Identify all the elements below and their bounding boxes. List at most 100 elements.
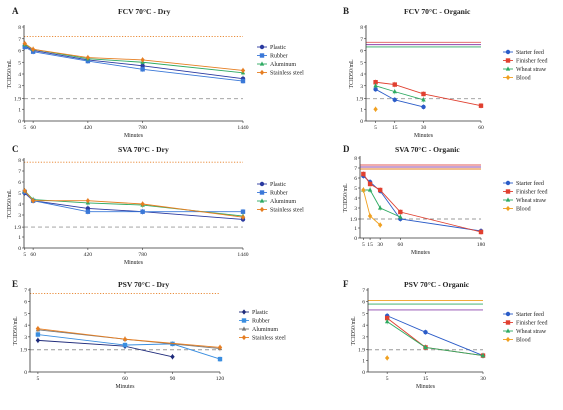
x-tick-label: 1440: [237, 125, 248, 131]
legend-entry: Stainless steel: [270, 71, 304, 77]
legend-marker: [259, 206, 265, 213]
y-tick-label: 5: [18, 60, 21, 66]
legend-marker: [505, 197, 511, 202]
series-stainless-steel: [35, 325, 223, 351]
legend-marker: [259, 44, 265, 50]
legend-entry: Starter feed: [516, 49, 544, 56]
y-tick-label: 1.9: [356, 97, 363, 103]
legend-entry: Wheat straw: [516, 67, 547, 73]
x-axis-label: Minutes: [416, 384, 436, 390]
x-tick-label: 60: [30, 252, 36, 258]
x-tick-label: 780: [138, 252, 147, 258]
series-plastic: [22, 190, 246, 223]
x-tick-label: 780: [138, 125, 147, 131]
y-tick-label: 0: [18, 119, 21, 125]
data-point: [377, 187, 383, 193]
legend-marker: [505, 49, 511, 55]
data-point: [217, 344, 223, 350]
x-tick-label: 15: [392, 125, 398, 131]
data-point: [421, 97, 426, 102]
data-point: [85, 54, 91, 61]
x-axis-label: Minutes: [124, 133, 144, 139]
data-point: [240, 214, 246, 220]
x-tick-label: 5: [362, 242, 365, 248]
y-tick-label: 6: [24, 300, 27, 306]
panel-title: SVA 70°C - Organic: [395, 145, 460, 154]
y-tick-label: 0: [362, 370, 365, 376]
legend-entry: Rubber: [270, 54, 288, 60]
legend-entry: Rubber: [252, 319, 270, 325]
data-point: [367, 181, 373, 187]
y-axis-label: TCID50/mL: [349, 59, 355, 88]
y-tick-label: 1: [360, 107, 363, 113]
series-line: [24, 43, 244, 71]
y-tick-label: 7: [18, 169, 21, 175]
y-tick-label: 3: [360, 84, 363, 90]
y-tick-label: 3: [354, 206, 357, 212]
x-tick-label: 5: [23, 252, 26, 258]
y-tick-label: 4: [18, 72, 21, 78]
data-point: [361, 187, 366, 193]
y-tick-label: 6: [18, 180, 21, 186]
y-tick-label: 3: [362, 335, 365, 341]
x-axis-label: Minutes: [115, 384, 135, 390]
data-point: [140, 201, 145, 207]
data-point: [384, 319, 390, 324]
series-line: [386, 315, 484, 357]
data-point: [367, 213, 373, 219]
y-axis-label: TCID50/mL: [343, 183, 349, 212]
x-tick-label: 5: [374, 125, 377, 131]
legend-marker: [241, 334, 247, 341]
series-line: [386, 321, 484, 357]
y-tick-label: 1.9: [14, 225, 21, 231]
panel-b: B FCV 70°C - Organic 0 1 1.9 3 4 5 6 7 8 5 15 30 60 Min…: [343, 6, 548, 139]
x-tick-label: 1440: [237, 252, 248, 258]
y-tick-label: 1: [18, 235, 21, 241]
x-tick-label: 15: [423, 376, 429, 382]
data-point: [361, 171, 366, 177]
y-tick-label: 5: [354, 186, 357, 192]
series-stainless-steel: [22, 188, 246, 220]
legend-entry: Aluminum: [252, 327, 278, 333]
x-tick-label: 90: [170, 376, 176, 382]
legend-marker: [259, 53, 265, 58]
x-tick-label: 420: [84, 125, 93, 131]
series-finisher-feed: [384, 315, 486, 359]
y-tick-label: 6: [18, 49, 21, 55]
y-tick-label: 1: [362, 358, 365, 364]
legend-marker: [259, 61, 265, 66]
x-tick-label: 120: [216, 376, 225, 382]
panel-title: PSV 70°C - Organic: [404, 280, 470, 289]
y-tick-label: 0: [360, 119, 363, 125]
panel-letter: E: [12, 279, 18, 289]
panel-title: FCV 70°C - Dry: [118, 7, 171, 16]
legend-entry: Blood: [516, 76, 531, 82]
legend-marker: [505, 328, 511, 333]
y-tick-label: 8: [354, 156, 357, 162]
data-point: [140, 57, 145, 63]
data-point: [22, 188, 27, 194]
legend-entry: Plastic: [270, 182, 286, 188]
data-point: [140, 67, 145, 72]
data-point: [377, 222, 383, 228]
y-tick-label: 1: [354, 226, 357, 232]
series-blood: [373, 106, 378, 113]
data-point: [423, 329, 428, 335]
data-point: [421, 91, 426, 97]
y-axis-label: TCID50/mL: [351, 316, 357, 345]
series-line: [363, 175, 482, 232]
series-aluminum: [22, 41, 246, 76]
data-point: [240, 209, 246, 214]
y-tick-label: 1.9: [14, 97, 21, 103]
data-point: [392, 89, 397, 94]
series-finisher-feed: [361, 171, 484, 235]
y-tick-label: 7: [360, 37, 363, 43]
series-blood: [361, 187, 383, 228]
data-point: [373, 80, 378, 85]
y-axis-label: TCID50/mL: [7, 59, 13, 88]
data-point: [30, 198, 36, 204]
legend-marker: [259, 198, 265, 203]
legend-marker: [505, 336, 511, 343]
legend-entry: Plastic: [270, 45, 286, 51]
